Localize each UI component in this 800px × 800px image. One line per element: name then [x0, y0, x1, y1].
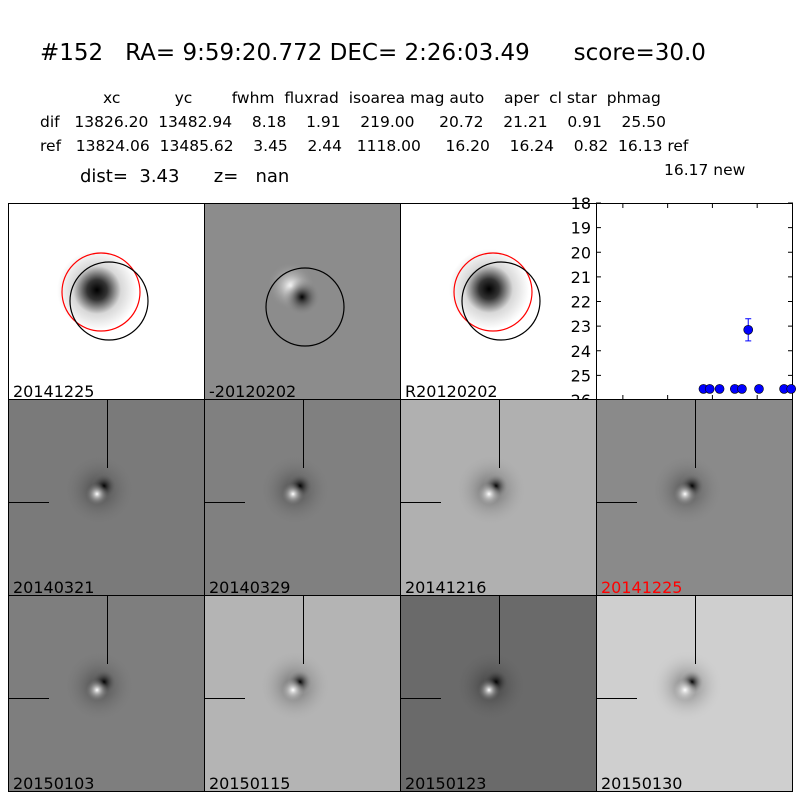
- ref-position-circle: [61, 252, 141, 332]
- history-stamp-image: [455, 454, 527, 526]
- positive-residual: [86, 483, 108, 505]
- y-tick-label: 24: [571, 342, 591, 361]
- history-stamp-image: [651, 650, 723, 722]
- history-stamp: 20150130: [596, 595, 793, 792]
- ref-position-circle: [453, 252, 533, 332]
- history-stamp-label: 20141216: [405, 578, 487, 596]
- light-curve-svg: 181920212223242526−100−50050: [571, 194, 797, 422]
- crosshair-horizontal: [9, 698, 49, 699]
- y-tick-label: 20: [571, 243, 591, 262]
- distance-redshift-line: dist= 3.43 z= nan: [80, 166, 290, 187]
- crosshair-horizontal: [401, 502, 441, 503]
- stamp-diff: -20120202: [204, 203, 401, 400]
- history-stamp-label: 20150123: [405, 774, 487, 792]
- stamp-new-image: [57, 250, 149, 341]
- new-magnitude: 16.17 new: [664, 161, 746, 179]
- data-point: [737, 384, 747, 394]
- positive-residual: [674, 483, 696, 505]
- stamp-ref-label: R20120202: [405, 382, 498, 400]
- history-stamp: 20150103: [8, 595, 205, 792]
- history-stamp-image: [63, 650, 135, 722]
- dif-position-circle: [461, 261, 541, 341]
- history-stamp-image: [455, 650, 527, 722]
- positive-residual: [674, 679, 696, 701]
- history-stamp-image: [651, 454, 723, 526]
- positive-residual: [478, 679, 500, 701]
- positive-residual: [282, 483, 304, 505]
- crosshair-vertical: [695, 400, 696, 468]
- star-source: [57, 250, 137, 330]
- stamp-diff-label: -20120202: [209, 382, 297, 400]
- data-point: [704, 384, 715, 394]
- data-point: [754, 384, 764, 394]
- history-stamp-image: [259, 454, 331, 526]
- y-tick-label: 18: [571, 194, 591, 213]
- crosshair-vertical: [303, 400, 304, 468]
- history-stamp-label: 20150103: [13, 774, 95, 792]
- history-stamp-image: [259, 650, 331, 722]
- crosshair-horizontal: [9, 502, 49, 503]
- candidate-title: #152 RA= 9:59:20.772 DEC= 2:26:03.49 sco…: [40, 40, 706, 66]
- stamp-ref-image: [449, 249, 541, 341]
- positive-residual: [478, 483, 500, 505]
- crosshair-vertical: [303, 596, 304, 664]
- y-tick-label: 22: [571, 293, 591, 312]
- positive-residual: [282, 679, 304, 701]
- crosshair-vertical: [695, 596, 696, 664]
- plot-frame: [596, 203, 793, 400]
- history-stamp: 20141216: [400, 399, 597, 596]
- y-tick-label: 23: [571, 317, 591, 336]
- stamp-new: 20141225: [8, 203, 205, 400]
- history-stamp: 20150123: [400, 595, 597, 792]
- stamp-diff-image: [265, 262, 345, 347]
- crosshair-horizontal: [597, 502, 637, 503]
- y-tick-label: 19: [571, 219, 591, 238]
- stamp-new-label: 20141225: [13, 382, 95, 400]
- history-stamp-image: [63, 454, 135, 526]
- history-stamp: 20140321: [8, 399, 205, 596]
- data-point: [786, 384, 797, 394]
- history-stamp-label: 20141225: [601, 578, 683, 596]
- history-stamp: 20140329: [204, 399, 401, 596]
- table-row-ref: ref 13824.06 13485.62 3.45 2.44 1118.00 …: [40, 137, 689, 155]
- crosshair-horizontal: [597, 698, 637, 699]
- stamp-ref: R20120202: [400, 203, 597, 400]
- star-source: [449, 249, 529, 329]
- positive-residual: [86, 679, 108, 701]
- crosshair-horizontal: [205, 698, 245, 699]
- crosshair-vertical: [107, 400, 108, 468]
- history-stamp-label: 20140321: [13, 578, 95, 596]
- data-point: [714, 384, 725, 394]
- crosshair-vertical: [499, 400, 500, 468]
- dif-position-circle: [265, 267, 345, 347]
- table-row-dif: dif 13826.20 13482.94 8.18 1.91 219.00 2…: [40, 113, 666, 131]
- y-tick-label: 21: [571, 268, 591, 287]
- negative-residual: [284, 279, 320, 315]
- history-stamp: 20150115: [204, 595, 401, 792]
- crosshair-vertical: [107, 596, 108, 664]
- table-column-headers: xc yc fwhm fluxrad isoarea mag auto aper…: [103, 89, 661, 107]
- dif-position-circle: [69, 261, 149, 341]
- history-stamp: 20141225: [596, 399, 793, 596]
- crosshair-vertical: [499, 596, 500, 664]
- history-stamp-label: 20140329: [209, 578, 291, 596]
- light-curve-chart: 181920212223242526−100−50050: [571, 194, 797, 422]
- data-point: [743, 325, 754, 335]
- history-stamp-label: 20150115: [209, 774, 291, 792]
- crosshair-horizontal: [401, 698, 441, 699]
- crosshair-horizontal: [205, 502, 245, 503]
- history-stamp-label: 20150130: [601, 774, 683, 792]
- y-tick-label: 25: [571, 366, 591, 385]
